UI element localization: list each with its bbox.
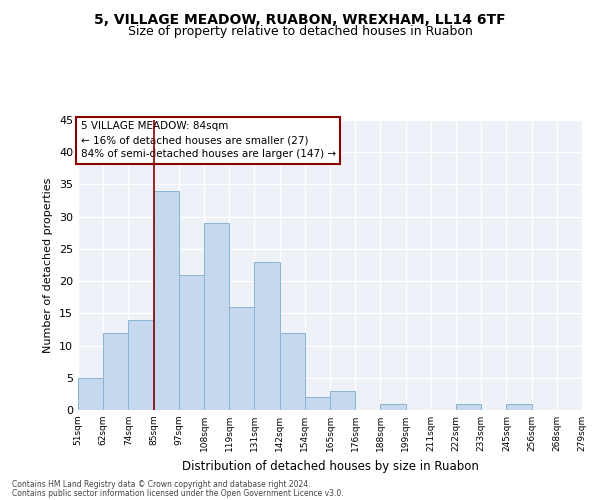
Bar: [78, 378, 103, 410]
Bar: [456, 404, 481, 410]
Bar: [229, 307, 254, 410]
Bar: [330, 390, 355, 410]
Bar: [254, 262, 280, 410]
Bar: [154, 191, 179, 410]
Text: 5, VILLAGE MEADOW, RUABON, WREXHAM, LL14 6TF: 5, VILLAGE MEADOW, RUABON, WREXHAM, LL14…: [94, 12, 506, 26]
Text: Contains HM Land Registry data © Crown copyright and database right 2024.: Contains HM Land Registry data © Crown c…: [12, 480, 311, 489]
Bar: [179, 274, 204, 410]
Text: Size of property relative to detached houses in Ruabon: Size of property relative to detached ho…: [128, 25, 472, 38]
Bar: [506, 404, 532, 410]
Text: 5 VILLAGE MEADOW: 84sqm
← 16% of detached houses are smaller (27)
84% of semi-de: 5 VILLAGE MEADOW: 84sqm ← 16% of detache…: [80, 122, 335, 160]
Bar: [204, 223, 229, 410]
Bar: [305, 397, 330, 410]
Bar: [103, 332, 128, 410]
X-axis label: Distribution of detached houses by size in Ruabon: Distribution of detached houses by size …: [182, 460, 478, 472]
Text: Contains public sector information licensed under the Open Government Licence v3: Contains public sector information licen…: [12, 488, 344, 498]
Bar: [380, 404, 406, 410]
Y-axis label: Number of detached properties: Number of detached properties: [43, 178, 53, 352]
Bar: [128, 320, 154, 410]
Bar: [280, 332, 305, 410]
